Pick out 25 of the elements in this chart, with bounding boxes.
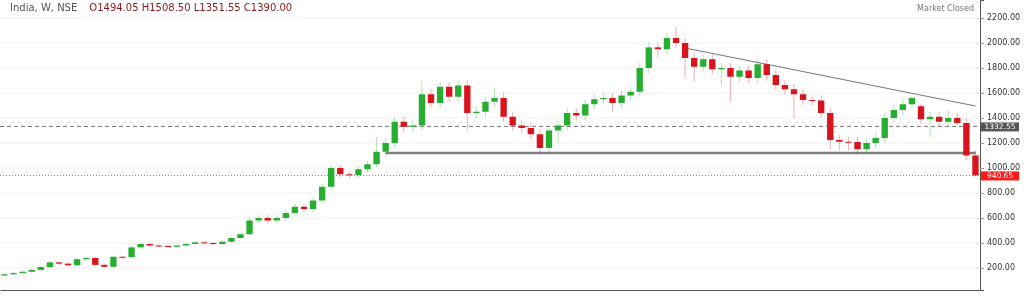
candlestick bbox=[182, 242, 190, 248]
y-tick-label: 1000.00 bbox=[987, 163, 1021, 173]
candlestick bbox=[899, 98, 907, 116]
candlestick bbox=[908, 95, 916, 110]
annotation: Market Closed bbox=[917, 4, 974, 13]
y-tick-label: 1800.00 bbox=[987, 63, 1021, 73]
candlestick bbox=[291, 203, 299, 217]
y-tick-label: 200.00 bbox=[987, 263, 1015, 273]
candlestick bbox=[808, 95, 816, 106]
candlestick bbox=[191, 240, 199, 246]
y-tick-label: 600.00 bbox=[987, 213, 1015, 223]
candlestick bbox=[654, 41, 662, 59]
y-tick-label: 1200.00 bbox=[987, 138, 1021, 148]
y-tick-label: 800.00 bbox=[987, 188, 1015, 198]
candlestick bbox=[55, 260, 63, 266]
y-tick-label: 1400.00 bbox=[987, 113, 1021, 123]
candlestick bbox=[845, 136, 852, 151]
candlestick bbox=[799, 88, 807, 106]
y-tick-label: 400.00 bbox=[987, 238, 1015, 248]
y-tick-label: 2000.00 bbox=[987, 38, 1021, 48]
candlestick bbox=[164, 244, 172, 249]
y-tick-label: 2200.00 bbox=[987, 13, 1021, 23]
y-tick-label: 1600.00 bbox=[987, 88, 1021, 98]
annotation: O1494.05 H1508.50 L1351.55 C1390.00 bbox=[89, 2, 293, 13]
chart-title: India, W, NSE bbox=[10, 2, 78, 13]
